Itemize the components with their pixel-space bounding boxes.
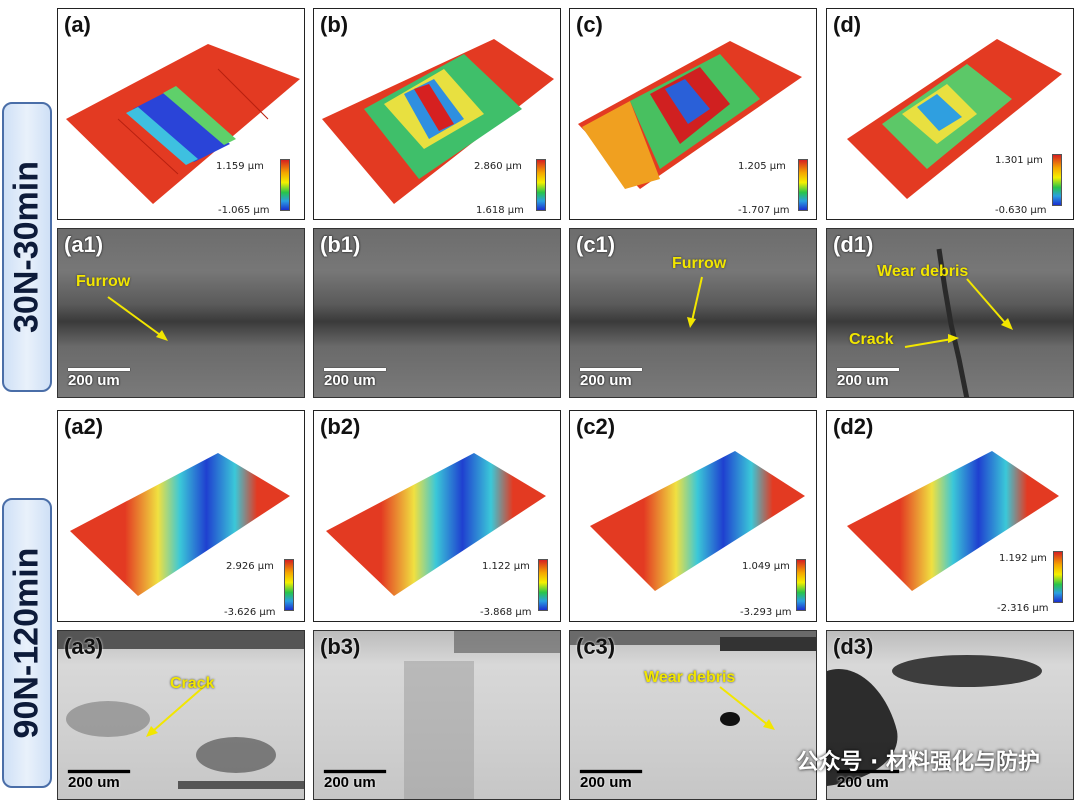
panel-c1: (c1) Furrow 200 um [569, 228, 817, 398]
max-height: 1.049 μm [742, 561, 790, 572]
panel-label: (a2) [64, 414, 104, 439]
max-height: 1.192 μm [999, 553, 1047, 564]
color-scale [536, 159, 546, 211]
panel-label: (c2) [576, 414, 616, 439]
row-label-90n-text: 90N-120min [7, 547, 46, 739]
panel-label: (b1) [320, 232, 361, 257]
annotation-furrow: Furrow [76, 273, 131, 290]
color-scale [798, 159, 808, 211]
panel-label: (c) [576, 12, 603, 37]
row-label-30n-text: 30N-30min [7, 161, 46, 333]
panel-label: (a1) [64, 232, 104, 257]
row-label-30n: 30N-30min [2, 102, 52, 392]
panel-d2: (d2) 1.192 μm -2.316 μm [826, 410, 1074, 622]
max-height: 2.860 μm [474, 161, 522, 172]
panel-label: (d2) [833, 414, 874, 439]
max-height: 1.301 μm [995, 155, 1043, 166]
watermark: 公众号 · 材料强化与防护 [796, 750, 1040, 775]
color-scale [284, 559, 294, 611]
min-height: 1.618 μm [476, 205, 524, 216]
min-height: -2.316 μm [997, 603, 1049, 614]
crack-and-arrows [904, 248, 1013, 397]
panel-label: (c1) [576, 232, 616, 257]
sem-texture-b3 [404, 631, 560, 799]
annotation-crack: Crack [849, 331, 894, 348]
panel-label: (c3) [576, 634, 616, 659]
surface-profile-b [322, 39, 554, 204]
panel-label: (b2) [320, 414, 361, 439]
panel-b1: (b1) 200 um [313, 228, 561, 398]
surface-profile-c [578, 41, 802, 189]
panel-label: (d1) [833, 232, 874, 257]
annotation-wear-debris: Wear debris [877, 263, 969, 280]
arrow-icon [687, 276, 703, 328]
panel-b: (b) 2.860 μm 1.618 μm [313, 8, 561, 220]
scale-bar: 200 um [837, 368, 899, 389]
scale-bar: 200 um [324, 368, 386, 389]
panel-c2: (c2) 1.049 μm -3.293 μm [569, 410, 817, 622]
surface-profile-b2 [326, 453, 546, 596]
color-scale [1052, 154, 1062, 206]
sem-texture-a3 [58, 631, 304, 789]
min-height: -1.065 μm [218, 205, 270, 216]
max-height: 2.926 μm [226, 561, 274, 572]
scale-bar: 200 um [580, 770, 642, 791]
panel-label: (b3) [320, 634, 361, 659]
color-scale [280, 159, 290, 211]
panel-label: (b) [320, 12, 349, 37]
row-label-90n: 90N-120min [2, 498, 52, 788]
panel-label: (a) [64, 12, 91, 37]
min-height: -1.707 μm [738, 205, 790, 216]
annotation-wear-debris: Wear debris [644, 669, 736, 686]
panel-a3: (a3) Crack 200 um [57, 630, 305, 800]
color-scale [796, 559, 806, 611]
panel-c: (c) 1.205 μm -1.707 μm [569, 8, 817, 220]
panel-d3: (d3) 200 um [826, 630, 1074, 800]
scale-bar: 200 um [324, 770, 386, 791]
panel-d1: (d1) Wear debris Crack 200 um [826, 228, 1074, 398]
surface-profile-d2 [847, 451, 1059, 591]
sem-texture-d3 [827, 655, 1042, 786]
panel-label: (d) [833, 12, 862, 37]
max-height: 1.122 μm [482, 561, 530, 572]
surface-profile-a2 [70, 453, 290, 596]
surface-profile-d [847, 39, 1062, 199]
min-height: -3.626 μm [224, 607, 276, 618]
color-scale [538, 559, 548, 611]
panel-b3: (b3) 200 um [313, 630, 561, 800]
min-height: -3.868 μm [480, 607, 532, 618]
color-scale [1053, 551, 1063, 603]
scale-bar: 200 um [68, 770, 130, 791]
panel-d: (d) 1.301 μm -0.630 μm [826, 8, 1074, 220]
panel-a2: (a2) 2.926 μm -3.626 μm [57, 410, 305, 622]
max-height: 1.205 μm [738, 161, 786, 172]
panel-label: (d3) [833, 634, 874, 659]
max-height: 1.159 μm [216, 161, 264, 172]
surface-profile-a [66, 44, 300, 204]
scale-bar: 200 um [837, 770, 899, 791]
min-height: -0.630 μm [995, 205, 1047, 216]
sem-texture-c3 [570, 631, 816, 730]
annotation-furrow: Furrow [672, 255, 727, 272]
scale-bar: 200 um [580, 368, 642, 389]
min-height: -3.293 μm [740, 607, 792, 618]
panel-b2: (b2) 1.122 μm -3.868 μm [313, 410, 561, 622]
annotation-crack: Crack [170, 675, 215, 692]
panel-c3: (c3) Wear debris 200 um [569, 630, 817, 800]
arrow-icon [107, 296, 168, 341]
panel-a: (a) 1.159 μm -1.065 μm [57, 8, 305, 220]
panel-a1: (a1) Furrow 200 um [57, 228, 305, 398]
panel-label: (a3) [64, 634, 104, 659]
surface-profile-c2 [590, 451, 805, 591]
scale-bar: 200 um [68, 368, 130, 389]
